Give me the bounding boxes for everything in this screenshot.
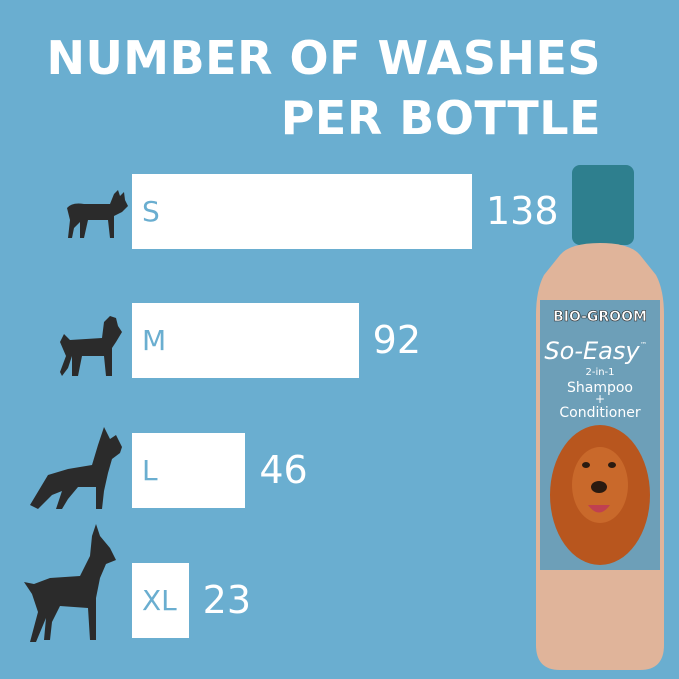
category-label: L xyxy=(142,454,158,487)
value-label: 138 xyxy=(486,189,559,233)
category-label: M xyxy=(142,324,167,357)
value-label: 23 xyxy=(202,578,252,622)
product-line-4: Conditioner xyxy=(559,405,640,421)
value-label: 46 xyxy=(259,448,308,492)
bar-xl xyxy=(132,563,189,638)
category-label: S xyxy=(142,195,160,228)
xl-dog-silhouette-icon xyxy=(24,524,116,642)
value-label: 92 xyxy=(372,318,422,362)
product-name: So-Easy xyxy=(544,337,640,365)
product-bottle-image: BIO-GROOM So-Easy ™ 2-in-1 Shampoo + Con… xyxy=(536,165,664,670)
brand-label: BIO-GROOM xyxy=(553,309,647,325)
trademark: ™ xyxy=(640,341,647,349)
product-line-1: 2-in-1 xyxy=(585,367,614,378)
medium-dog-silhouette-icon xyxy=(60,316,122,376)
large-dog-silhouette-icon xyxy=(30,427,122,509)
bar-m xyxy=(132,303,359,378)
category-label: XL xyxy=(142,584,177,617)
small-dog-silhouette-icon xyxy=(67,190,128,238)
chart-title-line-2: PER BOTTLE xyxy=(280,91,601,145)
chart-title-line-1: NUMBER OF WASHES xyxy=(46,31,601,85)
bar-l xyxy=(132,433,246,508)
bar-s xyxy=(132,174,472,249)
product-line-2: Shampoo xyxy=(567,380,633,396)
product-line-3: + xyxy=(595,392,605,406)
